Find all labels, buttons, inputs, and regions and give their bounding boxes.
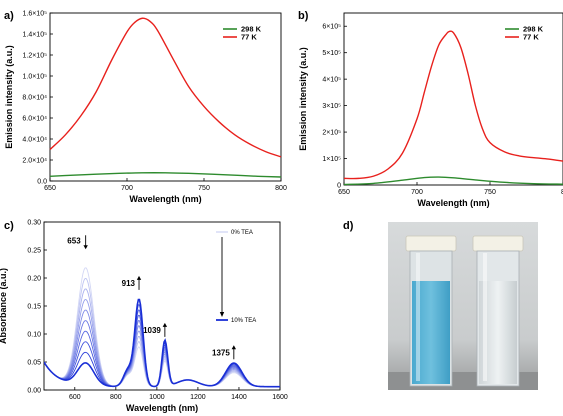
absorbance-series bbox=[44, 267, 280, 388]
legend-label: 77 K bbox=[523, 33, 539, 42]
x-tick-label: 1200 bbox=[190, 394, 206, 401]
y-tick-label: 4.0×10⁴ bbox=[22, 137, 47, 144]
emission-chart-b: 650 700 750 8 0 1×10⁵ 2×10⁵ 3×10⁵ 4×10⁵ 5×10⁵ 6×10… bbox=[298, 12, 563, 208]
x-tick-label: 700 bbox=[411, 189, 423, 196]
peak-label-1039: 1039 bbox=[143, 326, 161, 335]
glass-highlight-left bbox=[416, 253, 420, 381]
y-tick-label: 1×10⁵ bbox=[322, 156, 341, 163]
y-tick-label: 0.30 bbox=[27, 220, 41, 227]
emission-chart-a: 650 700 750 800 0.0 2.0×10⁴ 4.0×10⁴ 6.0×10⁴ 8.0×… bbox=[4, 11, 287, 205]
x-tick-label: 1400 bbox=[231, 394, 247, 401]
y-tick-label: 1.2×10⁵ bbox=[22, 53, 47, 60]
legend-label: 298 K bbox=[241, 25, 262, 34]
y-tick-label: 0.15 bbox=[27, 304, 41, 311]
y-tick-label: 0 bbox=[337, 183, 341, 190]
panel-letter-b: b) bbox=[298, 10, 309, 22]
y-tick-label: 8.0×10⁴ bbox=[22, 95, 47, 102]
y-tick-label: 3×10⁵ bbox=[322, 103, 341, 110]
cuvette-photo bbox=[388, 222, 538, 390]
legend-label: 298 K bbox=[523, 25, 544, 34]
peak-label-653: 653 bbox=[67, 236, 81, 245]
x-tick-label: 1600 bbox=[272, 394, 288, 401]
peak-label-913: 913 bbox=[122, 279, 136, 288]
y-axis-title: Absorbance (a.u.) bbox=[0, 268, 8, 344]
x-tick-label: 600 bbox=[69, 394, 81, 401]
y-axis-title: Emission intensity (a.u.) bbox=[298, 47, 308, 151]
x-axis-title: Wavelength (nm) bbox=[129, 194, 201, 204]
y-tick-label: 4×10⁵ bbox=[322, 77, 341, 84]
x-tick-label: 700 bbox=[121, 185, 133, 192]
absorbance-line bbox=[44, 298, 280, 388]
y-tick-label: 1.4×10⁵ bbox=[22, 32, 47, 39]
series-line-298-k bbox=[343, 176, 563, 186]
panel-letter-a: a) bbox=[4, 10, 14, 22]
peak-arrowhead bbox=[162, 322, 168, 327]
panel-letter-c: c) bbox=[4, 220, 14, 232]
y-tick-label: 2×10⁵ bbox=[322, 130, 341, 137]
x-tick-label: 800 bbox=[275, 185, 287, 192]
y-tick-label: 0.05 bbox=[27, 360, 41, 367]
cuvette-blue bbox=[405, 235, 457, 387]
y-tick-label: 6×10⁵ bbox=[322, 24, 341, 31]
peak-arrowhead bbox=[231, 345, 237, 350]
absorbance-chart-c: 600 800 1000 1200 1400 1600 0.00 0.05 0.10 0.15 0.… bbox=[0, 220, 288, 414]
series-line-77-k bbox=[49, 17, 282, 158]
x-tick-label: 650 bbox=[338, 189, 350, 196]
y-tick-label: 0.10 bbox=[27, 332, 41, 339]
peak-arrowhead bbox=[83, 245, 88, 250]
x-axis-title: Wavelength (nm) bbox=[126, 403, 198, 413]
y-tick-label: 0.0 bbox=[37, 179, 47, 186]
legend-arrowhead bbox=[219, 312, 225, 317]
series-line-77-k bbox=[343, 30, 563, 180]
y-tick-label: 5×10⁵ bbox=[322, 50, 341, 57]
legend-label-start: 0% TEA bbox=[231, 230, 253, 236]
y-tick-label: 0.20 bbox=[27, 276, 41, 283]
panel-letter-d: d) bbox=[343, 220, 354, 232]
x-tick-label: 650 bbox=[44, 185, 56, 192]
glass-highlight-right bbox=[483, 253, 487, 381]
x-axis-title: Wavelength (nm) bbox=[417, 198, 489, 208]
legend-label: 77 K bbox=[241, 33, 257, 42]
y-tick-label: 1.6×10⁵ bbox=[22, 11, 47, 18]
y-tick-label: 0.00 bbox=[27, 388, 41, 395]
cuvette-clear bbox=[472, 235, 524, 387]
blue-solution bbox=[412, 281, 450, 384]
x-tick-label: 750 bbox=[198, 185, 210, 192]
x-tick-label: 800 bbox=[110, 394, 122, 401]
y-tick-label: 1.0×10⁵ bbox=[22, 74, 47, 81]
x-tick-label: 1000 bbox=[149, 394, 165, 401]
y-tick-label: 0.25 bbox=[27, 248, 41, 255]
x-tick-label: 750 bbox=[484, 189, 496, 196]
peak-arrowhead bbox=[136, 275, 142, 280]
y-tick-label: 2.0×10⁴ bbox=[22, 158, 47, 165]
peak-label-1375: 1375 bbox=[212, 348, 230, 357]
y-axis-title: Emission intensity (a.u.) bbox=[4, 45, 14, 149]
y-tick-label: 6.0×10⁴ bbox=[22, 116, 47, 123]
x-tick-label: 8 bbox=[561, 189, 563, 196]
legend-label-end: 10% TEA bbox=[231, 318, 256, 324]
cuvette-cap-left bbox=[405, 235, 457, 252]
plot-frame bbox=[343, 12, 563, 186]
cuvette-cap-right bbox=[472, 235, 524, 252]
series-line-298-k bbox=[49, 172, 282, 178]
